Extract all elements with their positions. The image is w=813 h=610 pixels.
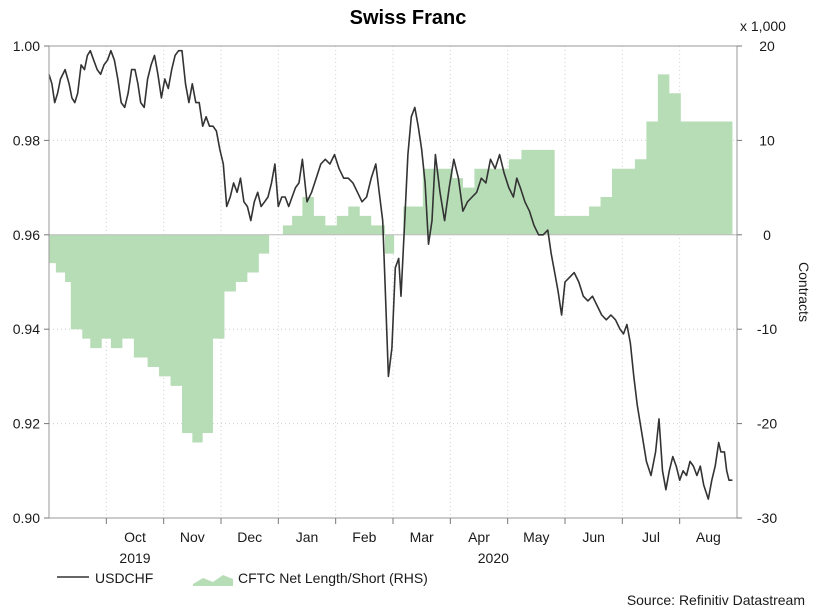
cftc-bar bbox=[486, 169, 497, 235]
x-tick-label: Mar bbox=[410, 529, 434, 545]
x-tick-label: Feb bbox=[352, 529, 376, 545]
cftc-bar bbox=[56, 235, 65, 273]
cftc-bar bbox=[348, 206, 359, 234]
left-tick-label: 0.94 bbox=[13, 321, 40, 337]
right-axis-label: Contracts bbox=[796, 262, 812, 322]
x-tick-label: Apr bbox=[468, 529, 490, 545]
cftc-bar bbox=[159, 235, 170, 377]
right-tick-label: 20 bbox=[759, 38, 775, 54]
cftc-bar bbox=[111, 235, 122, 348]
cftc-bar bbox=[247, 235, 258, 273]
left-tick-label: 0.96 bbox=[13, 227, 40, 243]
cftc-bar bbox=[414, 206, 423, 234]
cftc-bar bbox=[681, 122, 692, 235]
chart-title: Swiss Franc bbox=[350, 7, 467, 29]
cftc-bar bbox=[283, 225, 292, 234]
cftc-bar bbox=[497, 169, 508, 235]
left-tick-label: 0.98 bbox=[13, 132, 40, 148]
cftc-bar bbox=[385, 235, 394, 254]
cftc-bar bbox=[589, 206, 600, 234]
cftc-bar bbox=[71, 235, 82, 329]
cftc-bar bbox=[578, 216, 589, 235]
legend-usdchf-label: USDCHF bbox=[95, 570, 153, 586]
legend-cftc-label: CFTC Net Length/Short (RHS) bbox=[238, 570, 428, 586]
legend: USDCHF CFTC Net Length/Short (RHS) bbox=[57, 570, 428, 586]
cftc-bar bbox=[82, 235, 90, 339]
cftc-bar bbox=[474, 169, 485, 235]
right-tick-label: -30 bbox=[757, 510, 777, 526]
cftc-bar bbox=[555, 216, 566, 235]
cftc-bar bbox=[49, 235, 56, 263]
right-axis: -30 -20 -10 0 10 20 bbox=[737, 38, 777, 526]
cftc-area bbox=[49, 74, 733, 443]
cftc-bar bbox=[646, 122, 657, 235]
cftc-bar bbox=[182, 235, 192, 433]
x-tick-label: Dec bbox=[237, 529, 262, 545]
cftc-bar bbox=[543, 150, 554, 235]
right-tick-label: 10 bbox=[759, 132, 775, 148]
cftc-bar bbox=[566, 216, 577, 235]
legend-cftc-swatch bbox=[193, 575, 233, 586]
right-tick-label: -20 bbox=[757, 416, 777, 432]
cftc-bar bbox=[463, 188, 474, 235]
cftc-bar bbox=[192, 235, 202, 443]
right-tick-label: 0 bbox=[763, 227, 771, 243]
cftc-bar bbox=[337, 216, 348, 235]
x-tick-label: Jun bbox=[582, 529, 605, 545]
year-label: 2019 bbox=[119, 550, 150, 566]
cftc-bar bbox=[658, 74, 669, 234]
cftc-bar bbox=[90, 235, 101, 348]
cftc-bar bbox=[148, 235, 159, 367]
cftc-bar bbox=[236, 235, 247, 282]
cftc-bar bbox=[213, 235, 224, 339]
cftc-bar bbox=[171, 235, 182, 386]
right-tick-label: -10 bbox=[757, 321, 777, 337]
cftc-bar bbox=[692, 122, 703, 235]
x-tick-label: May bbox=[523, 529, 549, 545]
source-note: Source: Refinitiv Datastream bbox=[627, 592, 805, 608]
cftc-bar bbox=[521, 150, 532, 235]
left-tick-label: 1.00 bbox=[13, 38, 40, 54]
cftc-bar bbox=[635, 159, 646, 235]
cftc-bar bbox=[122, 235, 133, 339]
cftc-bar bbox=[533, 150, 543, 235]
x-tick-label: Oct bbox=[124, 529, 146, 545]
cftc-bar bbox=[360, 216, 371, 235]
cftc-bar bbox=[509, 159, 522, 235]
x-tick-label: Jul bbox=[642, 529, 660, 545]
x-tick-label: Aug bbox=[696, 529, 721, 545]
x-axis: Oct Nov Dec Jan Feb Mar Apr May Jun Jul Aug 2019 202… bbox=[105, 518, 721, 566]
year-label: 2020 bbox=[478, 550, 509, 566]
cftc-bar bbox=[203, 235, 213, 433]
cftc-bar bbox=[134, 235, 148, 358]
cftc-bar bbox=[704, 122, 715, 235]
usdchf-line bbox=[48, 49, 733, 500]
cftc-bar bbox=[65, 235, 71, 282]
cftc-bar bbox=[669, 93, 680, 235]
cftc-area-fill bbox=[49, 74, 733, 443]
left-tick-label: 0.90 bbox=[13, 510, 40, 526]
cftc-bar bbox=[612, 169, 623, 235]
right-axis-unit: x 1,000 bbox=[740, 18, 786, 34]
cftc-bar bbox=[601, 197, 612, 235]
x-tick-label: Nov bbox=[180, 529, 205, 545]
left-tick-label: 0.92 bbox=[13, 416, 40, 432]
left-axis: 0.90 0.92 0.94 0.96 0.98 1.00 bbox=[13, 38, 49, 526]
cftc-bar bbox=[453, 178, 463, 235]
cftc-bar bbox=[292, 216, 302, 235]
cftc-bar bbox=[623, 169, 634, 235]
cftc-bar bbox=[102, 235, 111, 339]
cftc-bar bbox=[325, 225, 336, 234]
cftc-bar bbox=[302, 197, 313, 235]
cftc-bar bbox=[314, 216, 325, 235]
x-tick-label: Jan bbox=[296, 529, 319, 545]
cftc-bar bbox=[259, 235, 269, 254]
cftc-bar bbox=[715, 122, 732, 235]
cftc-bar bbox=[224, 235, 235, 292]
